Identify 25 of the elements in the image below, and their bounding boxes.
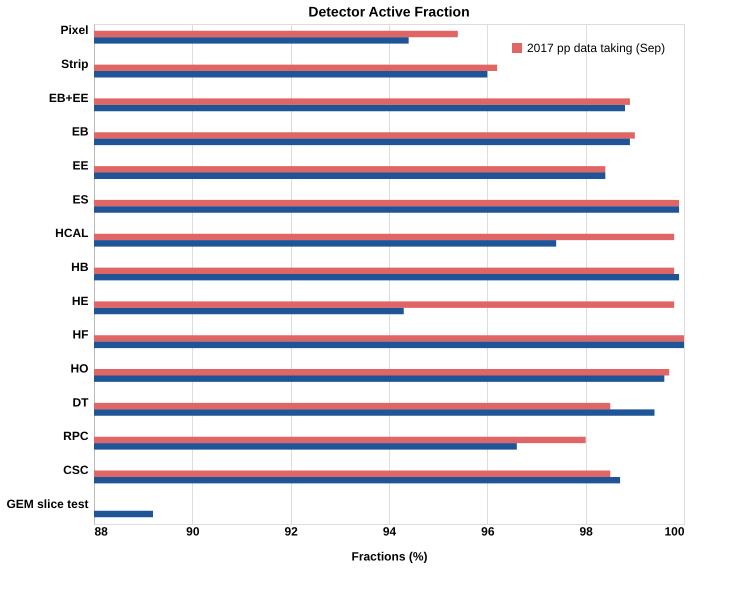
x-tick-label: 88 <box>94 524 108 538</box>
x-tick-label: 92 <box>284 524 298 538</box>
y-tick-label: EE <box>72 158 88 173</box>
y-tick-label: HE <box>72 294 88 308</box>
x-tick-label: 98 <box>579 524 594 538</box>
y-tick-label: GEM slice test <box>6 496 89 511</box>
y-tick-label: Pixel <box>60 23 88 38</box>
x-tick-label: 100 <box>664 524 685 538</box>
y-tick-label: ES <box>72 192 88 206</box>
legend-label: 2017 pp data taking (Sep) <box>527 41 666 55</box>
y-tick-label: HCAL <box>55 226 88 240</box>
chart-title: Detector Active Fraction <box>308 4 470 20</box>
x-axis-title: Fractions (%) <box>351 550 428 564</box>
y-tick-label: HB <box>71 260 89 274</box>
y-tick-label: Strip <box>61 57 88 72</box>
y-tick-label: DT <box>72 395 90 410</box>
x-tick-label: 94 <box>382 524 396 538</box>
x-tick-label: 90 <box>186 524 200 538</box>
y-tick-label: HF <box>72 328 88 342</box>
y-tick-label: EB+EE <box>48 90 88 105</box>
y-tick-label: EB <box>72 124 89 139</box>
x-tick-label: 96 <box>481 524 495 538</box>
y-tick-label: CSC <box>63 462 89 477</box>
y-tick-label: RPC <box>63 429 89 444</box>
y-tick-label: HO <box>70 361 88 376</box>
